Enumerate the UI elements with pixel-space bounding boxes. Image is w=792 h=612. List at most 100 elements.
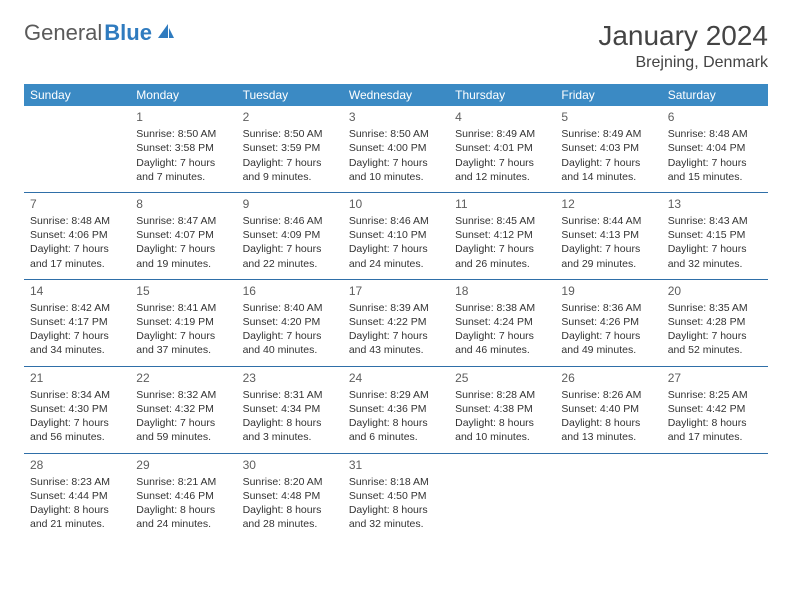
day-number: 16 <box>243 283 337 299</box>
week-row: 14Sunrise: 8:42 AMSunset: 4:17 PMDayligh… <box>24 279 768 366</box>
daylight-line: Daylight: 8 hours and 10 minutes. <box>455 416 549 444</box>
sunset-line: Sunset: 4:38 PM <box>455 402 549 416</box>
sunset-line: Sunset: 4:42 PM <box>668 402 762 416</box>
week-row: 28Sunrise: 8:23 AMSunset: 4:44 PMDayligh… <box>24 453 768 539</box>
sunrise-line: Sunrise: 8:50 AM <box>243 127 337 141</box>
logo-text-general: General <box>24 20 102 46</box>
day-number: 22 <box>136 370 230 386</box>
day-number: 27 <box>668 370 762 386</box>
daylight-line: Daylight: 7 hours and 49 minutes. <box>561 329 655 357</box>
daylight-line: Daylight: 7 hours and 34 minutes. <box>30 329 124 357</box>
daylight-line: Daylight: 7 hours and 40 minutes. <box>243 329 337 357</box>
calendar-cell: 27 Sunrise: 8:25 AMSunset: 4:42 PMDayligh… <box>662 366 768 453</box>
calendar-cell: 23Sunrise: 8:31 AMSunset: 4:34 PMDayligh… <box>237 366 343 453</box>
calendar-cell <box>555 453 661 539</box>
sunrise-line: Sunrise: 8:29 AM <box>349 388 443 402</box>
day-number: 21 <box>30 370 124 386</box>
calendar-table: Sunday Monday Tuesday Wednesday Thursday… <box>24 84 768 539</box>
day-header-tuesday: Tuesday <box>237 84 343 106</box>
sunset-line: Sunset: 4:48 PM <box>243 489 337 503</box>
daylight-line: Daylight: 7 hours and 10 minutes. <box>349 156 443 184</box>
sunset-line: Sunset: 4:09 PM <box>243 228 337 242</box>
day-number: 11 <box>455 196 549 212</box>
sunrise-line: Sunrise: 8:18 AM <box>349 475 443 489</box>
daylight-line: Daylight: 8 hours and 24 minutes. <box>136 503 230 531</box>
page-header: GeneralBlue January 2024 Brejning, Denma… <box>24 20 768 72</box>
sunrise-line: Sunrise: 8:32 AM <box>136 388 230 402</box>
calendar-cell: 13Sunrise: 8:43 AMSunset: 4:15 PMDayligh… <box>662 192 768 279</box>
calendar-cell: 22Sunrise: 8:32 AMSunset: 4:32 PMDayligh… <box>130 366 236 453</box>
day-number: 30 <box>243 457 337 473</box>
day-number: 23 <box>243 370 337 386</box>
day-number: 31 <box>349 457 443 473</box>
daylight-line: Daylight: 7 hours and 9 minutes. <box>243 156 337 184</box>
day-number: 25 <box>455 370 549 386</box>
day-header-wednesday: Wednesday <box>343 84 449 106</box>
calendar-cell: 19Sunrise: 8:36 AMSunset: 4:26 PMDayligh… <box>555 279 661 366</box>
sunset-line: Sunset: 4:03 PM <box>561 141 655 155</box>
logo-text-blue: Blue <box>104 20 152 46</box>
daylight-line: Daylight: 7 hours and 56 minutes. <box>30 416 124 444</box>
sunset-line: Sunset: 4:04 PM <box>668 141 762 155</box>
daylight-line: Daylight: 7 hours and 15 minutes. <box>668 156 762 184</box>
daylight-line: Daylight: 7 hours and 43 minutes. <box>349 329 443 357</box>
calendar-cell: 6 Sunrise: 8:48 AMSunset: 4:04 PMDaylight… <box>662 106 768 192</box>
calendar-cell <box>662 453 768 539</box>
day-number: 28 <box>30 457 124 473</box>
sunrise-line: Sunrise: 8:50 AM <box>349 127 443 141</box>
sunset-line: Sunset: 3:59 PM <box>243 141 337 155</box>
sunset-line: Sunset: 4:17 PM <box>30 315 124 329</box>
sunset-line: Sunset: 3:58 PM <box>136 141 230 155</box>
sunrise-line: Sunrise: 8:48 AM <box>668 127 762 141</box>
day-header-row: Sunday Monday Tuesday Wednesday Thursday… <box>24 84 768 106</box>
day-number: 9 <box>243 196 337 212</box>
day-number: 12 <box>561 196 655 212</box>
daylight-line: Daylight: 7 hours and 14 minutes. <box>561 156 655 184</box>
calendar-cell: 10Sunrise: 8:46 AMSunset: 4:10 PMDayligh… <box>343 192 449 279</box>
sunrise-line: Sunrise: 8:48 AM <box>30 214 124 228</box>
daylight-line: Daylight: 7 hours and 7 minutes. <box>136 156 230 184</box>
day-number: 4 <box>455 109 549 125</box>
day-number: 18 <box>455 283 549 299</box>
calendar-cell: 16Sunrise: 8:40 AMSunset: 4:20 PMDayligh… <box>237 279 343 366</box>
sunset-line: Sunset: 4:06 PM <box>30 228 124 242</box>
day-number: 6 <box>668 109 762 125</box>
sunrise-line: Sunrise: 8:41 AM <box>136 301 230 315</box>
daylight-line: Daylight: 7 hours and 46 minutes. <box>455 329 549 357</box>
day-number: 19 <box>561 283 655 299</box>
sunrise-line: Sunrise: 8:43 AM <box>668 214 762 228</box>
sunrise-line: Sunrise: 8:39 AM <box>349 301 443 315</box>
calendar-cell: 12Sunrise: 8:44 AMSunset: 4:13 PMDayligh… <box>555 192 661 279</box>
daylight-line: Daylight: 8 hours and 17 minutes. <box>668 416 762 444</box>
sunset-line: Sunset: 4:50 PM <box>349 489 443 503</box>
sunrise-line: Sunrise: 8:38 AM <box>455 301 549 315</box>
daylight-line: Daylight: 7 hours and 17 minutes. <box>30 242 124 270</box>
day-number: 24 <box>349 370 443 386</box>
sunset-line: Sunset: 4:07 PM <box>136 228 230 242</box>
sunrise-line: Sunrise: 8:36 AM <box>561 301 655 315</box>
day-number: 2 <box>243 109 337 125</box>
day-header-sunday: Sunday <box>24 84 130 106</box>
day-number: 5 <box>561 109 655 125</box>
sunrise-line: Sunrise: 8:25 AM <box>668 388 762 402</box>
sunset-line: Sunset: 4:15 PM <box>668 228 762 242</box>
calendar-cell: 15Sunrise: 8:41 AMSunset: 4:19 PMDayligh… <box>130 279 236 366</box>
sunrise-line: Sunrise: 8:35 AM <box>668 301 762 315</box>
day-number: 1 <box>136 109 230 125</box>
sunset-line: Sunset: 4:40 PM <box>561 402 655 416</box>
daylight-line: Daylight: 7 hours and 52 minutes. <box>668 329 762 357</box>
calendar-cell: 26Sunrise: 8:26 AMSunset: 4:40 PMDayligh… <box>555 366 661 453</box>
sunrise-line: Sunrise: 8:42 AM <box>30 301 124 315</box>
calendar-cell: 5Sunrise: 8:49 AMSunset: 4:03 PMDaylight… <box>555 106 661 192</box>
daylight-line: Daylight: 8 hours and 3 minutes. <box>243 416 337 444</box>
sail-icon <box>156 20 176 46</box>
calendar-cell <box>24 106 130 192</box>
calendar-cell: 8Sunrise: 8:47 AMSunset: 4:07 PMDaylight… <box>130 192 236 279</box>
calendar-cell: 3Sunrise: 8:50 AMSunset: 4:00 PMDaylight… <box>343 106 449 192</box>
daylight-line: Daylight: 8 hours and 32 minutes. <box>349 503 443 531</box>
daylight-line: Daylight: 7 hours and 26 minutes. <box>455 242 549 270</box>
day-header-saturday: Saturday <box>662 84 768 106</box>
calendar-body: 1Sunrise: 8:50 AMSunset: 3:58 PMDaylight… <box>24 106 768 539</box>
sunset-line: Sunset: 4:22 PM <box>349 315 443 329</box>
calendar-page: GeneralBlue January 2024 Brejning, Denma… <box>0 0 792 559</box>
